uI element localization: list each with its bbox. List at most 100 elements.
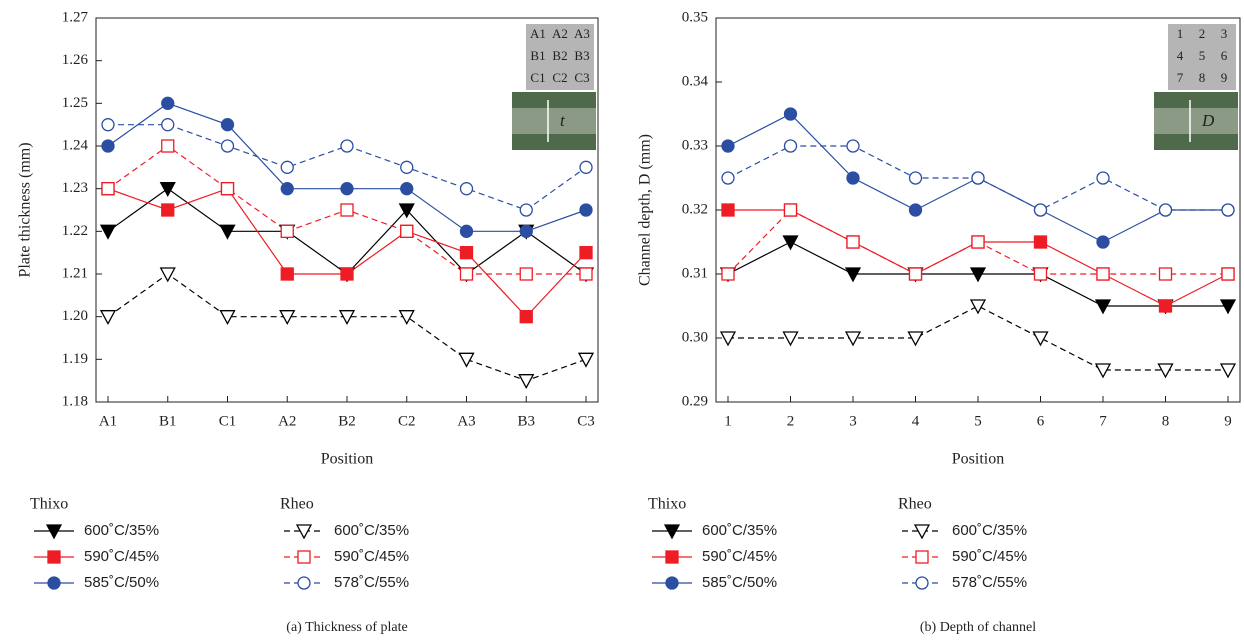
y-tick-label: 1.22 <box>62 223 88 239</box>
legend-label: 590˚C/45% <box>334 548 409 565</box>
marker <box>398 310 415 326</box>
marker <box>1157 363 1174 379</box>
marker <box>340 203 354 217</box>
marker <box>665 550 679 564</box>
marker <box>721 267 735 281</box>
marker <box>101 139 115 153</box>
y-tick-label: 1.20 <box>62 308 88 324</box>
marker <box>1096 171 1110 185</box>
marker <box>1096 267 1110 281</box>
x-tick-label: B1 <box>159 413 177 429</box>
y-tick-label: 0.30 <box>682 329 708 345</box>
marker <box>908 203 923 217</box>
y-axis-label: Channel depth, D (mm) <box>637 134 654 286</box>
x-tick-label: 1 <box>724 413 732 429</box>
marker <box>220 182 235 196</box>
marker <box>280 224 294 238</box>
y-tick-label: 1.18 <box>62 393 88 409</box>
marker <box>579 160 593 174</box>
inset-label: 8 <box>1199 70 1206 85</box>
marker <box>1033 267 1048 281</box>
marker <box>45 524 63 540</box>
marker <box>398 203 415 219</box>
inset-symbol: t <box>560 111 566 130</box>
inset-label: 4 <box>1177 48 1184 63</box>
inset-photo-band <box>512 108 596 134</box>
marker <box>280 160 294 174</box>
marker <box>101 182 115 196</box>
inset-label: 1 <box>1177 26 1184 41</box>
marker <box>846 235 860 249</box>
legend-label: 578˚C/55% <box>334 574 409 591</box>
inset-symbol: D <box>1201 111 1215 130</box>
marker <box>1033 235 1048 249</box>
x-tick-label: C1 <box>219 413 237 429</box>
marker <box>915 550 929 564</box>
marker <box>101 118 115 132</box>
x-tick-label: A3 <box>457 413 475 429</box>
marker <box>721 203 735 217</box>
inset-grid <box>526 24 594 90</box>
legend-group-title: Thixo <box>30 496 68 513</box>
inset-label: C1 <box>530 70 545 85</box>
marker <box>782 331 799 347</box>
inset-label: C3 <box>574 70 589 85</box>
marker <box>458 352 475 368</box>
marker <box>338 310 356 326</box>
marker <box>47 576 61 590</box>
inset-label: 7 <box>1177 70 1184 85</box>
marker <box>844 331 862 347</box>
marker <box>279 310 296 326</box>
marker <box>297 550 311 564</box>
legend-group-title: Thixo <box>648 496 686 513</box>
x-tick-label: C2 <box>398 413 416 429</box>
marker <box>459 182 474 196</box>
x-axis-label: Position <box>952 451 1004 468</box>
marker <box>579 203 593 217</box>
marker <box>159 182 176 198</box>
x-tick-label: 6 <box>1037 413 1045 429</box>
x-tick-label: C3 <box>577 413 595 429</box>
x-axis-label: Position <box>321 451 373 468</box>
marker <box>579 246 593 260</box>
inset-label: B2 <box>552 48 567 63</box>
legend-label: 600˚C/35% <box>952 522 1027 539</box>
marker <box>1158 299 1173 313</box>
marker <box>400 182 414 196</box>
marker <box>1158 267 1173 281</box>
marker <box>280 267 294 281</box>
marker <box>1221 267 1235 281</box>
x-tick-label: 8 <box>1162 413 1170 429</box>
marker <box>161 118 175 132</box>
marker <box>1094 363 1112 379</box>
marker <box>295 524 313 540</box>
legend-group-title: Rheo <box>898 496 932 513</box>
y-tick-label: 1.24 <box>62 137 89 153</box>
marker <box>518 374 535 390</box>
y-tick-label: 0.31 <box>682 265 708 281</box>
inset-label: 6 <box>1221 48 1228 63</box>
legend-label: 600˚C/35% <box>702 522 777 539</box>
x-tick-label: 7 <box>1099 413 1107 429</box>
inset-photo-band <box>1154 108 1238 134</box>
y-tick-label: 1.23 <box>62 180 88 196</box>
marker <box>220 139 235 153</box>
marker <box>971 235 985 249</box>
x-tick-label: 3 <box>849 413 857 429</box>
marker <box>1094 299 1112 315</box>
marker <box>721 171 735 185</box>
marker <box>908 267 923 281</box>
inset-grid <box>1168 24 1236 90</box>
caption: (b) Depth of channel <box>920 620 1036 635</box>
x-tick-label: 2 <box>787 413 795 429</box>
marker <box>219 224 236 240</box>
marker <box>665 576 679 590</box>
marker <box>721 139 735 153</box>
marker <box>519 224 533 238</box>
marker <box>971 171 985 185</box>
marker <box>161 96 175 110</box>
marker <box>969 267 987 283</box>
marker <box>220 118 235 132</box>
inset-label: B3 <box>574 48 589 63</box>
